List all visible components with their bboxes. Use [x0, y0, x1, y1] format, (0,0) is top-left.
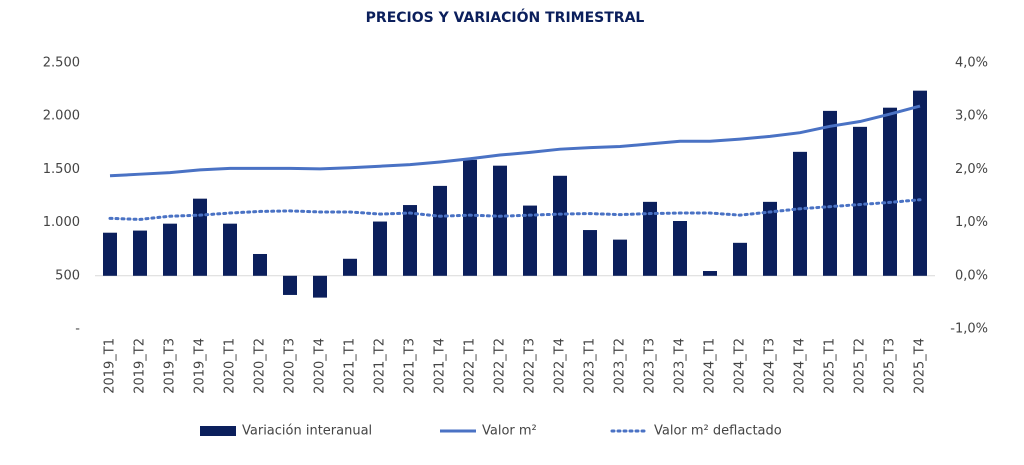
- x-tick-label: 2020_T1: [223, 338, 238, 394]
- bar: [493, 165, 507, 276]
- bar: [763, 201, 777, 276]
- x-tick-label: 2022_T3: [523, 338, 538, 394]
- x-tick-label: 2021_T1: [343, 338, 358, 394]
- x-tick-label: 2022_T2: [493, 338, 508, 394]
- bar: [223, 223, 237, 276]
- x-tick-label: 2023_T1: [583, 338, 598, 394]
- bar: [553, 175, 567, 276]
- bar: [343, 258, 357, 276]
- x-tick-label: 2021_T2: [373, 338, 388, 394]
- y-tick-label: 1.000: [43, 215, 80, 230]
- x-tick-label: 2024_T2: [733, 338, 748, 394]
- bar: [283, 275, 297, 295]
- bar: [403, 205, 417, 276]
- bar: [193, 198, 207, 276]
- x-tick-label: 2020_T4: [313, 338, 328, 394]
- x-tick-label: 2025_T4: [913, 338, 928, 394]
- y2-tick-label: -1,0%: [950, 322, 988, 337]
- x-tick-label: 2025_T3: [883, 338, 898, 394]
- bar: [733, 242, 747, 276]
- bar: [643, 201, 657, 276]
- legend-label: Valor m² deflactado: [654, 424, 782, 439]
- x-tick-label: 2023_T3: [643, 338, 658, 394]
- bar: [433, 185, 447, 276]
- bar: [583, 230, 597, 276]
- bar: [793, 151, 807, 276]
- y2-tick-label: 4,0%: [955, 56, 988, 71]
- dotted-line: [108, 198, 922, 221]
- y-tick-label: 2.500: [43, 56, 80, 71]
- legend-swatch: [200, 426, 236, 436]
- bar: [673, 221, 687, 276]
- x-tick-label: 2019_T4: [193, 338, 208, 394]
- x-tick-label: 2019_T2: [133, 338, 148, 394]
- x-tick-label: 2023_T2: [613, 338, 628, 394]
- chart-title: PRECIOS Y VARIACIÓN TRIMESTRAL: [366, 8, 645, 26]
- x-tick-label: 2019_T3: [163, 338, 178, 394]
- y2-tick-label: 3,0%: [955, 109, 988, 124]
- bar: [853, 126, 867, 276]
- x-tick-label: 2020_T3: [283, 338, 298, 394]
- bar: [523, 205, 537, 276]
- x-tick-label: 2021_T4: [433, 338, 448, 394]
- x-tick-label: 2025_T1: [823, 338, 838, 394]
- y2-tick-label: 0,0%: [955, 268, 988, 283]
- bar: [133, 230, 147, 276]
- bar: [253, 253, 267, 276]
- bar: [463, 159, 477, 276]
- bar: [313, 275, 327, 298]
- x-tick-label: 2022_T4: [553, 338, 568, 394]
- bar: [823, 110, 837, 276]
- legend-label: Variación interanual: [242, 424, 372, 439]
- y-tick-label: 500: [55, 268, 80, 283]
- bar: [613, 239, 627, 276]
- x-tick-label: 2020_T2: [253, 338, 268, 394]
- x-tick-label: 2023_T4: [673, 338, 688, 394]
- x-tick-label: 2021_T3: [403, 338, 418, 394]
- x-tick-label: 2024_T4: [793, 338, 808, 394]
- x-tick-label: 2019_T1: [103, 338, 118, 394]
- y2-tick-label: 1,0%: [955, 215, 988, 230]
- x-tick-label: 2025_T2: [853, 338, 868, 394]
- line: [109, 104, 921, 178]
- bar: [883, 107, 897, 276]
- bar: [913, 90, 927, 276]
- y-tick-label: 2.000: [43, 109, 80, 124]
- legend-label: Valor m²: [482, 424, 537, 439]
- bar: [703, 271, 717, 276]
- y-tick-label: 1.500: [43, 162, 80, 177]
- bar: [163, 223, 177, 276]
- x-tick-label: 2022_T1: [463, 338, 478, 394]
- bar: [103, 232, 117, 276]
- y-tick-label: -: [75, 322, 80, 337]
- bar: [373, 221, 387, 276]
- x-tick-label: 2024_T1: [703, 338, 718, 394]
- y2-tick-label: 2,0%: [955, 162, 988, 177]
- x-tick-label: 2024_T3: [763, 338, 778, 394]
